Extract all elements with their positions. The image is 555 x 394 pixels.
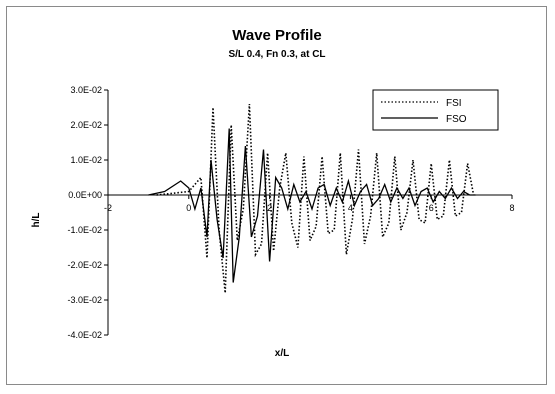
legend-label-fso: FSO	[446, 114, 467, 125]
x-tick-label: 4	[348, 203, 353, 213]
series-group	[148, 103, 476, 294]
y-tick-label: 1.0E-02	[70, 155, 102, 165]
y-tick-label: -1.0E-02	[67, 225, 102, 235]
x-tick-label: 2	[267, 203, 272, 213]
series-line-fso	[148, 128, 476, 283]
x-tick-label: 0	[186, 203, 191, 213]
legend-label-fsi: FSI	[446, 98, 462, 109]
legend-box	[372, 89, 499, 131]
chart-title: Wave Profile	[232, 27, 321, 44]
x-tick-label: 8	[509, 203, 514, 213]
y-tick-label: 3.0E-02	[70, 85, 102, 95]
x-tick-label: 6	[429, 203, 434, 213]
y-tick-label: 0.0E+00	[68, 190, 102, 200]
y-axis-label: h/L	[31, 213, 42, 228]
x-tick-label: -2	[104, 203, 112, 213]
y-tick-label: 2.0E-02	[70, 120, 102, 130]
chart-subtitle: S/L 0.4, Fn 0.3, at CL	[228, 49, 325, 60]
y-tick-label: -2.0E-02	[67, 260, 102, 270]
y-tick-label: -3.0E-02	[67, 295, 102, 305]
x-axis-label: x/L	[275, 348, 289, 359]
y-tick-label: -4.0E-02	[67, 330, 102, 340]
legend: FSI FSO	[372, 89, 499, 131]
